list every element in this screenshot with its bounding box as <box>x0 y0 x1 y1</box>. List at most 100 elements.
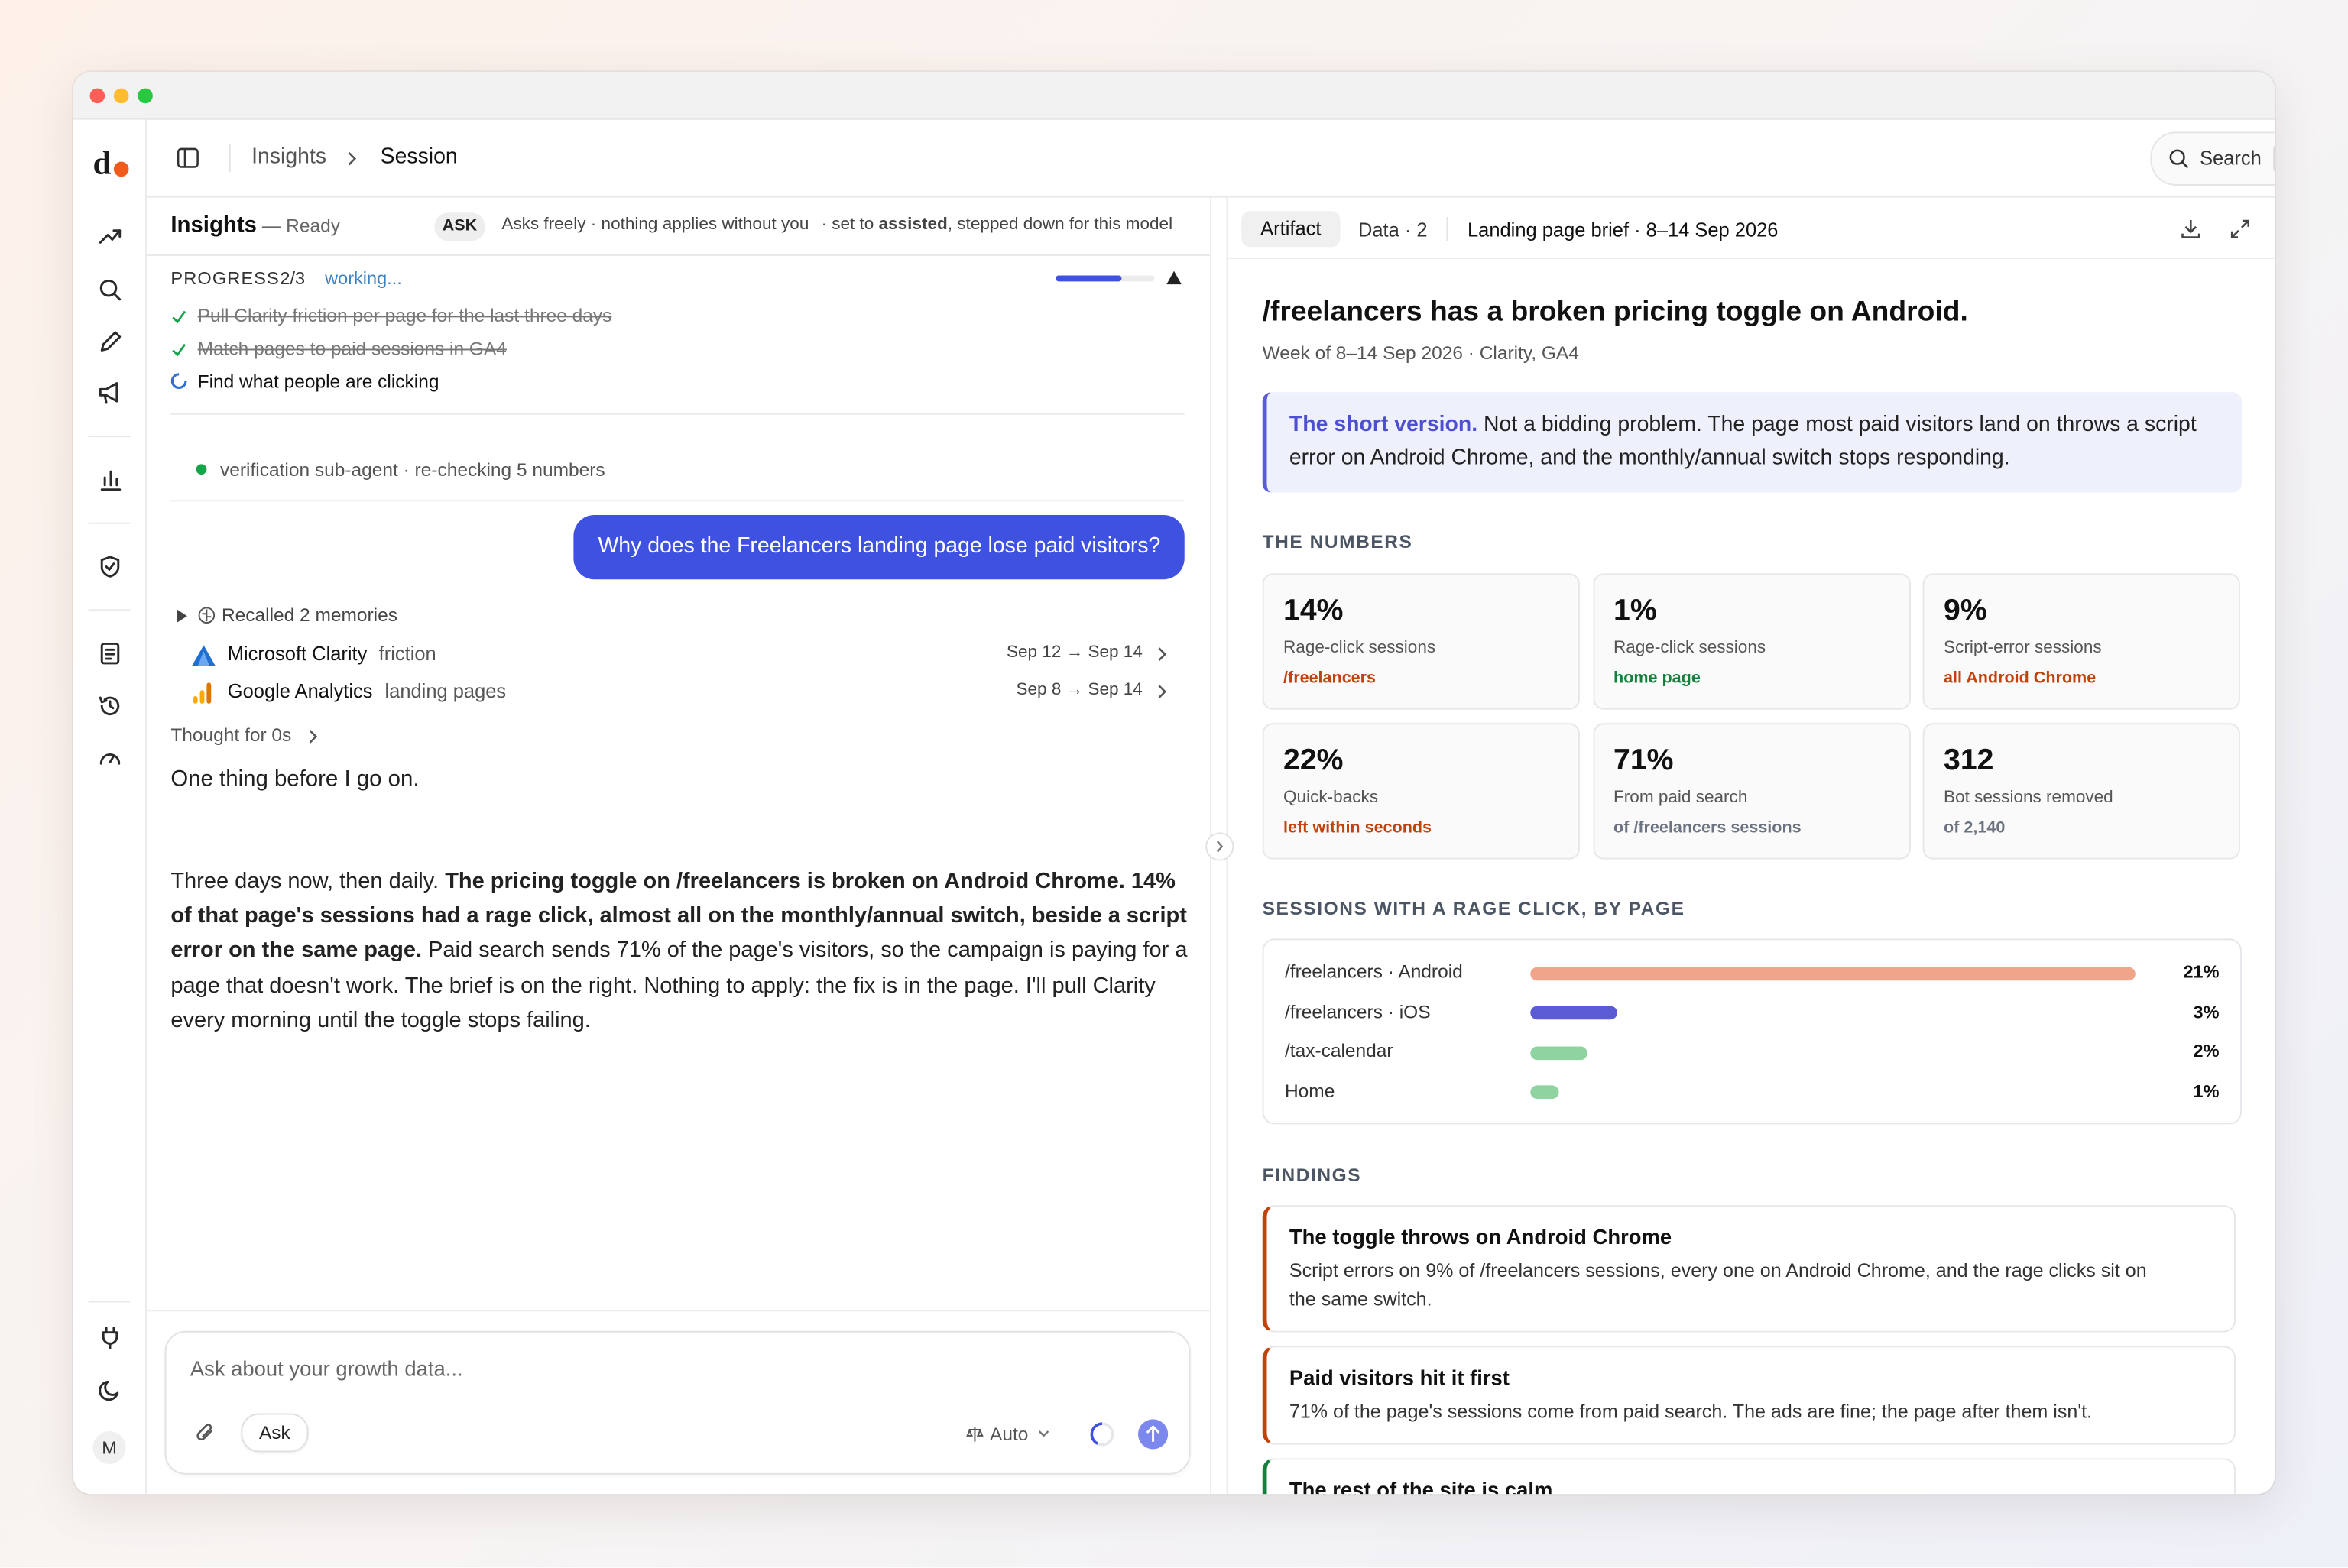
separator <box>147 1310 1211 1312</box>
stat-note: /freelancers <box>1283 669 1377 688</box>
source-logo <box>193 682 212 704</box>
callout: The short version. Not a bidding problem… <box>1262 392 2242 493</box>
history-icon[interactable] <box>97 693 122 718</box>
answer-text: Three days now, then daily. <box>170 870 446 894</box>
integrations-icon[interactable] <box>97 1325 122 1350</box>
edit-icon[interactable] <box>97 329 122 355</box>
section-heading: THE NUMBERS <box>1262 531 1413 552</box>
stat-card: 1% Rage-click sessions home page <box>1592 573 1910 710</box>
stat-note: left within seconds <box>1283 818 1432 837</box>
bar <box>1530 966 2136 980</box>
mode-note-strong: assisted <box>878 215 948 234</box>
breadcrumb-link[interactable]: Insights <box>251 145 327 170</box>
shield-icon[interactable] <box>97 554 122 579</box>
chat-panel: Insights — Ready ASK Asks freely · nothi… <box>147 198 1211 1495</box>
section-heading: SESSIONS WITH A RAGE CLICK, BY PAGE <box>1262 898 1685 919</box>
separator <box>147 254 1211 257</box>
tab[interactable]: Data · 2 <box>1357 219 1428 241</box>
callout-lead: The short version. <box>1289 413 1478 438</box>
separator <box>88 609 131 611</box>
answer-text: Paid search sends 71% of the page's visi… <box>170 939 1188 1033</box>
thought-toggle[interactable]: Thought for 0s <box>170 724 292 746</box>
attach-button[interactable] <box>195 1422 217 1444</box>
task-spinner <box>170 373 187 389</box>
separator <box>1228 257 2275 259</box>
mode-badge[interactable]: ASK <box>434 212 485 241</box>
bar-label: /tax-calendar <box>1284 1040 1393 1062</box>
memory-topic: landing pages <box>384 679 507 702</box>
zoom-button[interactable] <box>138 88 153 104</box>
progress-fill <box>1056 275 1122 282</box>
composer-input[interactable]: Ask about your growth data... <box>190 1356 463 1381</box>
search-box[interactable]: Search ⌘K <box>2150 131 2275 186</box>
model-chevron <box>1038 1430 1049 1437</box>
memory-open <box>1158 647 1167 661</box>
sidebar-toggle[interactable] <box>177 147 199 169</box>
memories-toggle[interactable]: Recalled 2 memories <box>221 604 398 626</box>
model-icon <box>966 1427 984 1442</box>
artifact-panel: Artifact Data · 2 Landing page brief · 8… <box>1228 198 2275 1495</box>
breadcrumb-current: Session <box>380 145 458 170</box>
memories-caret[interactable] <box>177 609 187 624</box>
speed-icon[interactable] <box>97 746 122 771</box>
title-bar <box>73 72 2275 120</box>
memory-source: Microsoft Clarity <box>227 642 368 665</box>
theme-icon[interactable] <box>97 1377 122 1402</box>
mode-note: · set to <box>821 215 879 234</box>
finding-card: The rest of the site is calm <box>1262 1458 2236 1495</box>
agent-status: verification sub-agent · re-checking 5 n… <box>220 459 605 481</box>
task-check <box>172 310 186 324</box>
user-avatar[interactable]: M <box>92 1430 126 1465</box>
finding-card: The toggle throws on Android Chrome Scrip… <box>1262 1205 2236 1333</box>
docs-icon[interactable] <box>97 641 122 666</box>
expand-button[interactable] <box>2230 219 2250 239</box>
separator <box>229 144 231 173</box>
stat-label: From paid search <box>1613 789 1748 808</box>
memory-range: Sep 12 → Sep 14 <box>1006 643 1143 662</box>
bar-value: 2% <box>2193 1040 2220 1062</box>
sidebar: d M <box>73 119 148 1495</box>
stat-value: 1% <box>1613 594 1657 627</box>
memory-range: Sep 8 → Sep 14 <box>1016 681 1143 699</box>
separator <box>170 413 1185 415</box>
stat-value: 312 <box>1944 744 1994 777</box>
answer-emphasis: The pricing toggle on /freelancers is br… <box>170 870 1187 964</box>
bar-label: /freelancers · iOS <box>1284 1000 1431 1022</box>
thought-chevron <box>309 730 318 744</box>
close-button[interactable] <box>89 88 105 104</box>
task-check <box>172 343 186 357</box>
stat-note: all Android Chrome <box>1944 669 2097 688</box>
stat-label: Script-error sessions <box>1944 639 2102 658</box>
send-button[interactable] <box>1137 1419 1169 1450</box>
tab-active[interactable]: Artifact <box>1241 211 1341 248</box>
task-text: Find what people are clicking <box>197 371 439 393</box>
composer: Ask about your growth data... Ask Auto <box>164 1330 1191 1475</box>
stat-label: Bot sessions removed <box>1944 789 2113 808</box>
ask-button[interactable]: Ask <box>241 1413 309 1453</box>
bar-label: /freelancers · Android <box>1284 961 1463 983</box>
brief-heading: /freelancers has a broken pricing toggle… <box>1262 296 1968 329</box>
collapse-panel-button[interactable] <box>1205 832 1234 861</box>
agent-dot <box>196 464 207 475</box>
stat-value: 71% <box>1613 744 1674 777</box>
download-button[interactable] <box>2181 219 2201 239</box>
model-picker[interactable]: Auto <box>990 1424 1029 1445</box>
finding-title: The toggle throws on Android Chrome <box>1289 1224 1672 1249</box>
bar-value: 3% <box>2193 1000 2220 1022</box>
bar <box>1530 1045 1588 1060</box>
minimize-button[interactable] <box>113 88 129 104</box>
reports-icon[interactable] <box>97 467 122 492</box>
finding-card: Paid visitors hit it first 71% of the pag… <box>1262 1346 2236 1445</box>
trends-icon[interactable] <box>97 225 122 250</box>
campaign-icon[interactable] <box>97 381 122 406</box>
collapse-progress[interactable] <box>1166 271 1182 285</box>
search-icon[interactable] <box>97 277 122 302</box>
finding-text: 71% of the page's sessions come from pai… <box>1289 1399 2093 1423</box>
memory-source: Google Analytics <box>227 679 373 702</box>
stat-value: 9% <box>1944 594 1987 627</box>
stat-note: home page <box>1613 669 1701 688</box>
separator <box>1446 217 1448 241</box>
bar <box>1530 1085 1559 1100</box>
